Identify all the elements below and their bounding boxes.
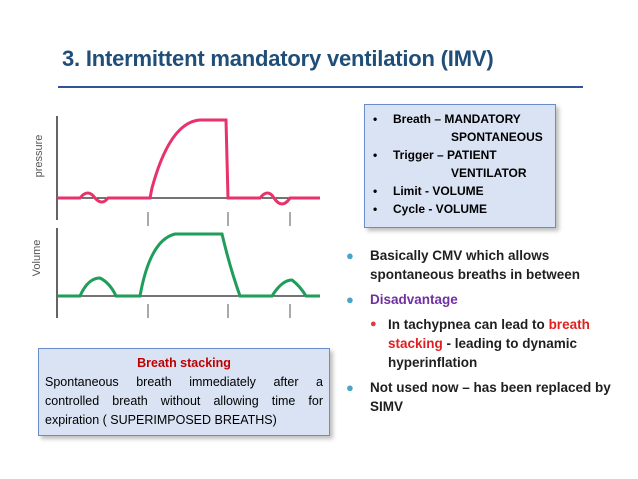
info-row-trigger: • Trigger – PATIENT: [373, 146, 547, 164]
bullet-text: Basically CMV which allows spontaneous b…: [370, 248, 581, 282]
bullet-marker: •: [373, 184, 378, 198]
breath-stacking-title: Breath stacking: [137, 356, 231, 370]
bullet-item: ● Basically CMV which allows spontaneous …: [346, 246, 626, 284]
sub-bullet-post: - leading to dynamic hyperinflation: [388, 336, 578, 370]
breath-stacking-box: Breath stacking Spontaneous breath immed…: [38, 348, 330, 436]
info-row-limit: • Limit - VOLUME: [373, 182, 547, 200]
bullet-marker: •: [373, 148, 378, 162]
info-text: Trigger – PATIENT: [393, 148, 497, 162]
info-text: Breath – MANDATORY: [393, 112, 521, 126]
waveform-graph: pressure Volume: [31, 116, 320, 318]
bullet-list: ● Basically CMV which allows spontaneous …: [346, 246, 626, 422]
bullet-text: Not used now – has been replaced by SIMV: [370, 380, 611, 414]
sub-bullet-dot-icon: ●: [370, 318, 377, 330]
bullet-item: ● Not used now – has been replaced by SIM…: [346, 378, 626, 416]
info-text: VENTILATOR: [451, 166, 527, 180]
info-row-cycle: • Cycle - VOLUME: [373, 200, 547, 218]
info-row-ventilator: VENTILATOR: [373, 164, 547, 182]
volume-axis-label: Volume: [31, 240, 43, 277]
bullet-dot-icon: ●: [346, 248, 354, 263]
info-text: Limit - VOLUME: [393, 184, 484, 198]
info-row-spontaneous: SPONTANEOUS: [373, 128, 547, 146]
info-row-breath: • Breath – MANDATORY: [373, 110, 547, 128]
page-title: 3. Intermittent mandatory ventilation (I…: [62, 46, 494, 71]
bullet-marker: •: [373, 202, 378, 216]
sub-bullet-item: ● In tachypnea can lead to breath stackin…: [370, 315, 626, 372]
breath-stacking-highlight: breath stacking: [388, 317, 590, 351]
info-text: SPONTANEOUS: [451, 130, 543, 144]
bullet-item: ● Disadvantage: [346, 290, 626, 309]
bullet-text-disadvantage: Disadvantage: [370, 292, 458, 307]
info-text: Cycle - VOLUME: [393, 202, 488, 216]
mode-settings-box: • Breath – MANDATORY SPONTANEOUS • Trigger…: [364, 104, 556, 228]
volume-waveform: [57, 232, 320, 298]
sub-bullet-pre: In tachypnea can lead to: [388, 317, 545, 332]
pressure-axis-label: pressure: [33, 135, 45, 178]
bullet-dot-icon: ●: [346, 380, 354, 395]
title-underline: [58, 86, 583, 88]
bullet-dot-icon: ●: [346, 292, 354, 307]
sub-bullet-text: In tachypnea can lead to breath stacking…: [388, 315, 626, 372]
breath-stacking-text: Spontaneous breath immediately after a c…: [45, 375, 323, 427]
pressure-waveform: [57, 118, 320, 206]
bullet-marker: •: [373, 112, 378, 126]
